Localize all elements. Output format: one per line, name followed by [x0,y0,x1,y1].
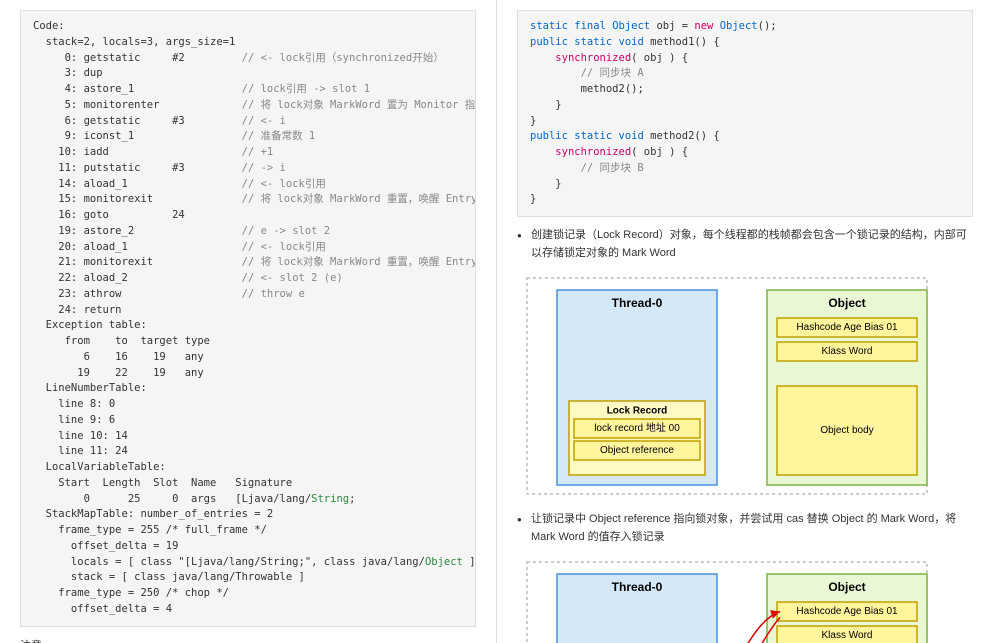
svg-text:Hashcode Age Bias 01: Hashcode Age Bias 01 [796,607,898,618]
svg-text:Object: Object [828,581,865,595]
svg-text:Klass Word: Klass Word [822,346,873,357]
svg-text:Hashcode Age Bias 01: Hashcode Age Bias 01 [796,322,898,333]
exc-header: Exception table: [33,319,147,331]
svg-text:Lock Record: Lock Record [607,406,668,417]
svg-text:Thread-0: Thread-0 [612,581,663,595]
note-title: 注意 [20,637,476,643]
code-label: Code: [33,20,65,32]
exc-cols: from to target type [33,335,210,347]
lvt-cols: Start Length Slot Name Signature [33,477,292,489]
smt-header: StackMapTable: number_of_entries = 2 [33,508,273,520]
diagram-1-svg: Thread-0 Lock Record lock record 地址 00 Obje… [517,270,937,500]
svg-text:lock record 地址 00: lock record 地址 00 [594,421,680,434]
code-header: stack=2, locals=3, args_size=1 [33,36,235,48]
diagram-1: Thread-0 Lock Record lock record 地址 00 Obje… [517,270,973,503]
svg-text:Thread-0: Thread-0 [612,296,663,310]
diagram-2-svg: Thread-0Lock Recordlock record 地址 00Obje… [517,554,937,643]
lnt-header: LineNumberTable: [33,382,147,394]
left-column: Code: stack=2, locals=3, args_size=1 0: … [0,0,497,643]
svg-text:Object reference: Object reference [600,445,674,456]
right-column: static final Object obj = new Object(); … [497,0,993,643]
diagram-2: Thread-0Lock Recordlock record 地址 00Obje… [517,554,973,643]
bytecode-block: Code: stack=2, locals=3, args_size=1 0: … [20,10,476,627]
svg-text:Klass Word: Klass Word [822,631,873,642]
java-code-block: static final Object obj = new Object(); … [517,10,973,217]
bullet-1: 创建锁记录（Lock Record）对象，每个线程都的栈帧都会包含一个锁记录的结… [531,227,973,262]
lvt-header: LocalVariableTable: [33,461,166,473]
svg-text:Object: Object [828,296,865,310]
svg-text:Object body: Object body [820,425,873,436]
bullet-2: 让锁记录中 Object reference 指向锁对象，并尝试用 cas 替换… [531,511,973,546]
